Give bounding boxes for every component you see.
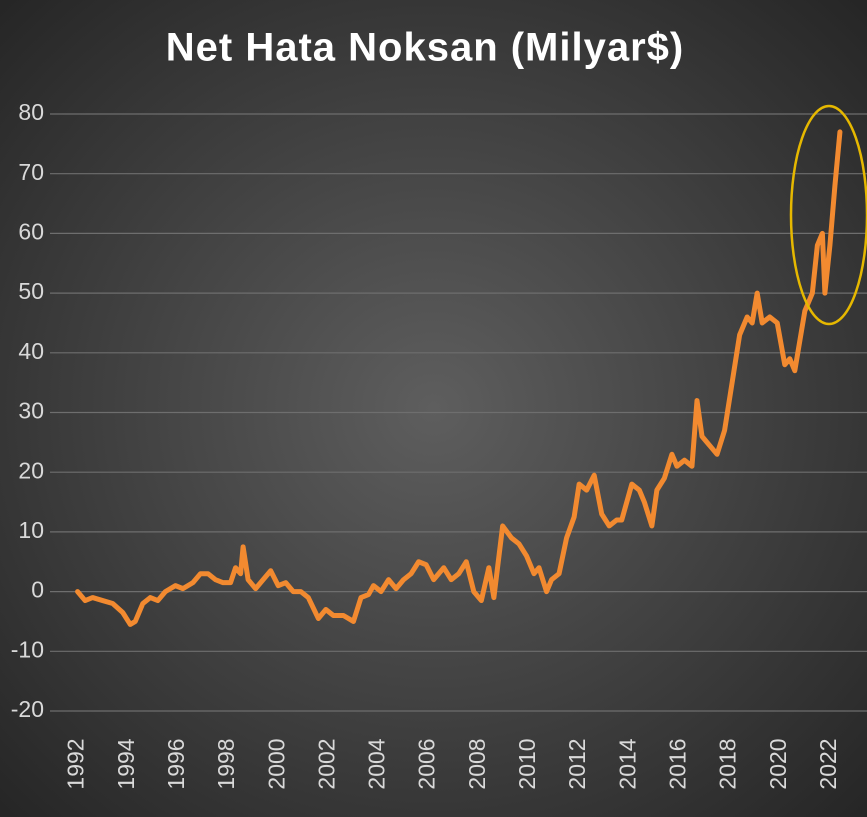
data-line: [75, 129, 843, 627]
x-tick-label: 1996: [163, 738, 189, 789]
y-tick-label: 20: [18, 457, 44, 483]
x-tick-label: 1994: [113, 738, 139, 789]
x-tick-label: 2014: [614, 738, 640, 789]
x-tick-label: 2004: [364, 738, 390, 789]
x-tick-label: 2008: [464, 738, 490, 789]
x-tick-label: 2002: [313, 738, 339, 789]
y-tick-label: 30: [18, 398, 44, 424]
x-tick-label: 2016: [665, 738, 691, 789]
y-tick-label: 70: [18, 159, 44, 185]
x-tick-label: 2018: [715, 738, 741, 789]
x-tick-label: 2020: [765, 738, 791, 789]
plot: [75, 129, 843, 627]
y-tick-label: 50: [18, 278, 44, 304]
x-tick-label: 2010: [514, 738, 540, 789]
grid: -20 -10 0 10 20 30 40 50 60 70 80 1992 1994 1996 1998 2…: [11, 99, 867, 790]
x-tick-label: 1998: [213, 738, 239, 789]
y-tick-label: 0: [31, 577, 44, 603]
chart-title: Net Hata Noksan (Milyar$): [166, 26, 684, 70]
y-tick-label: 10: [18, 517, 44, 543]
y-tick-label: -20: [11, 696, 44, 722]
y-tick-label: 80: [18, 99, 44, 125]
y-tick-label: 60: [18, 218, 44, 244]
x-tick-label: 1992: [63, 738, 89, 789]
x-tick-label: 2000: [263, 738, 289, 789]
y-tick-label: 40: [18, 338, 44, 364]
highlight-ellipse: [789, 104, 867, 326]
y-tick-label: -10: [11, 636, 44, 662]
x-tick-label: 2012: [564, 738, 590, 789]
x-tick-label: 2022: [815, 738, 841, 789]
x-tick-label: 2006: [414, 738, 440, 789]
